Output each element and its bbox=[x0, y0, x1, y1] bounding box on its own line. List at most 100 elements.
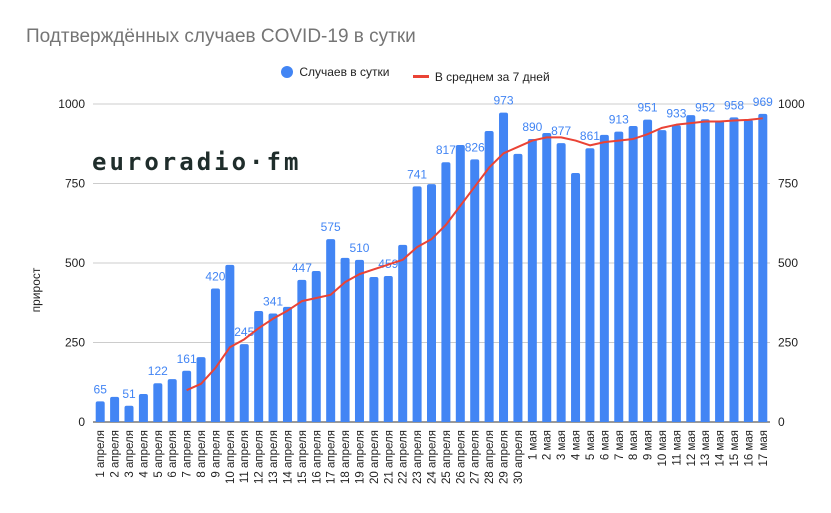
data-label: 510 bbox=[349, 241, 369, 255]
x-tick-label: 28 апреля bbox=[484, 430, 496, 484]
legend-item-line[interactable]: В среднем за 7 дней bbox=[412, 70, 550, 84]
data-label: 51 bbox=[122, 387, 136, 401]
bar bbox=[282, 306, 292, 422]
bar bbox=[95, 401, 105, 422]
bar bbox=[326, 239, 336, 422]
x-tick-label: 12 апреля bbox=[254, 430, 266, 484]
euroradio-logo: euroradio·fm bbox=[92, 148, 302, 176]
x-tick-label: 25 апреля bbox=[441, 430, 453, 484]
x-tick-label: 8 апреля bbox=[196, 430, 208, 478]
bar bbox=[556, 143, 566, 422]
data-label: 817 bbox=[436, 143, 456, 157]
data-label: 877 bbox=[551, 124, 571, 138]
bar bbox=[527, 138, 537, 423]
data-label: 447 bbox=[292, 261, 312, 275]
x-tick-label: 10 апреля bbox=[225, 430, 237, 484]
bar bbox=[412, 186, 422, 422]
bar bbox=[542, 132, 552, 423]
bar bbox=[398, 244, 408, 422]
legend-swatch-line bbox=[412, 75, 429, 78]
y-tick-right: 1000 bbox=[778, 97, 805, 111]
y-tick-right: 250 bbox=[778, 336, 798, 350]
bar bbox=[671, 125, 681, 422]
y-axis-label: прирост bbox=[29, 267, 43, 312]
x-tick-label: 15 апреля bbox=[297, 430, 309, 484]
x-tick-label: 5 апреля bbox=[153, 430, 165, 478]
x-tick-label: 6 апреля bbox=[167, 430, 179, 478]
bar bbox=[571, 173, 581, 422]
data-label: 575 bbox=[321, 220, 341, 234]
bar bbox=[239, 344, 249, 422]
chart-title: Подтверждённых случаев COVID-19 в сутки bbox=[26, 26, 416, 47]
x-tick-label: 13 апреля bbox=[268, 430, 280, 484]
legend-swatch-bars bbox=[281, 66, 294, 78]
x-tick-label: 5 мая bbox=[585, 430, 597, 460]
bar bbox=[628, 125, 638, 422]
bar bbox=[585, 148, 595, 422]
x-tick-label: 30 апреля bbox=[513, 430, 525, 484]
x-tick-label: 13 мая bbox=[700, 430, 712, 467]
y-tick-left: 750 bbox=[65, 177, 85, 191]
x-tick-label: 17 апреля bbox=[326, 430, 338, 484]
y-tick-left: 0 bbox=[78, 415, 85, 429]
bar bbox=[110, 396, 120, 422]
data-label: 973 bbox=[494, 94, 514, 108]
x-tick-label: 16 апреля bbox=[311, 430, 323, 484]
bar bbox=[138, 394, 148, 422]
x-tick-label: 14 апреля bbox=[282, 430, 294, 484]
bar bbox=[153, 383, 163, 422]
x-tick-label: 2 мая bbox=[542, 430, 554, 460]
legend: Случаев в сутки В среднем за 7 дней bbox=[0, 65, 831, 84]
x-tick-label: 12 мая bbox=[686, 430, 698, 467]
y-tick-left: 500 bbox=[65, 256, 85, 270]
bar bbox=[513, 153, 523, 422]
data-label: 420 bbox=[205, 269, 225, 283]
bar bbox=[124, 405, 134, 422]
x-tick-label: 3 мая bbox=[556, 430, 568, 460]
x-tick-label: 1 апреля bbox=[95, 430, 107, 478]
bar bbox=[210, 288, 220, 422]
x-tick-label: 22 апреля bbox=[398, 430, 410, 484]
bar bbox=[354, 259, 364, 422]
bar bbox=[643, 119, 653, 422]
bar bbox=[743, 119, 753, 423]
bar bbox=[427, 184, 436, 422]
x-tick-label: 10 мая bbox=[657, 430, 669, 467]
bar bbox=[614, 131, 624, 422]
x-tick-label: 9 мая bbox=[643, 430, 655, 460]
bar bbox=[182, 370, 192, 422]
legend-item-bars[interactable]: Случаев в сутки bbox=[281, 65, 389, 79]
bar bbox=[758, 113, 768, 422]
bar bbox=[297, 279, 307, 422]
data-label: 161 bbox=[177, 352, 197, 366]
data-label: 122 bbox=[148, 364, 168, 378]
x-tick-label: 9 апреля bbox=[210, 430, 222, 478]
x-tick-label: 19 апреля bbox=[354, 430, 366, 484]
moving-average-line bbox=[186, 117, 763, 392]
data-label: 861 bbox=[580, 129, 600, 143]
x-tick-label: 29 апреля bbox=[499, 430, 511, 484]
bar bbox=[700, 119, 710, 422]
data-label: 245 bbox=[234, 325, 254, 339]
bar bbox=[340, 257, 350, 422]
y-tick-left: 1000 bbox=[58, 97, 85, 111]
bar bbox=[455, 145, 465, 422]
data-label: 826 bbox=[465, 140, 485, 154]
data-label: 952 bbox=[695, 100, 715, 114]
bar bbox=[441, 162, 451, 422]
legend-label-bars: Случаев в сутки bbox=[299, 65, 390, 79]
x-tick-label: 4 апреля bbox=[138, 430, 150, 478]
x-tick-label: 26 апреля bbox=[455, 430, 467, 484]
x-tick-label: 1 мая bbox=[527, 430, 539, 460]
x-tick-label: 4 мая bbox=[571, 430, 583, 460]
y-tick-right: 750 bbox=[778, 177, 798, 191]
data-label: 890 bbox=[522, 120, 542, 134]
data-label: 341 bbox=[263, 295, 283, 309]
bar bbox=[715, 120, 725, 422]
x-tick-label: 18 апреля bbox=[340, 430, 352, 484]
data-label: 969 bbox=[753, 95, 773, 109]
bar bbox=[484, 131, 494, 422]
bar bbox=[729, 117, 739, 422]
bar bbox=[657, 130, 667, 423]
